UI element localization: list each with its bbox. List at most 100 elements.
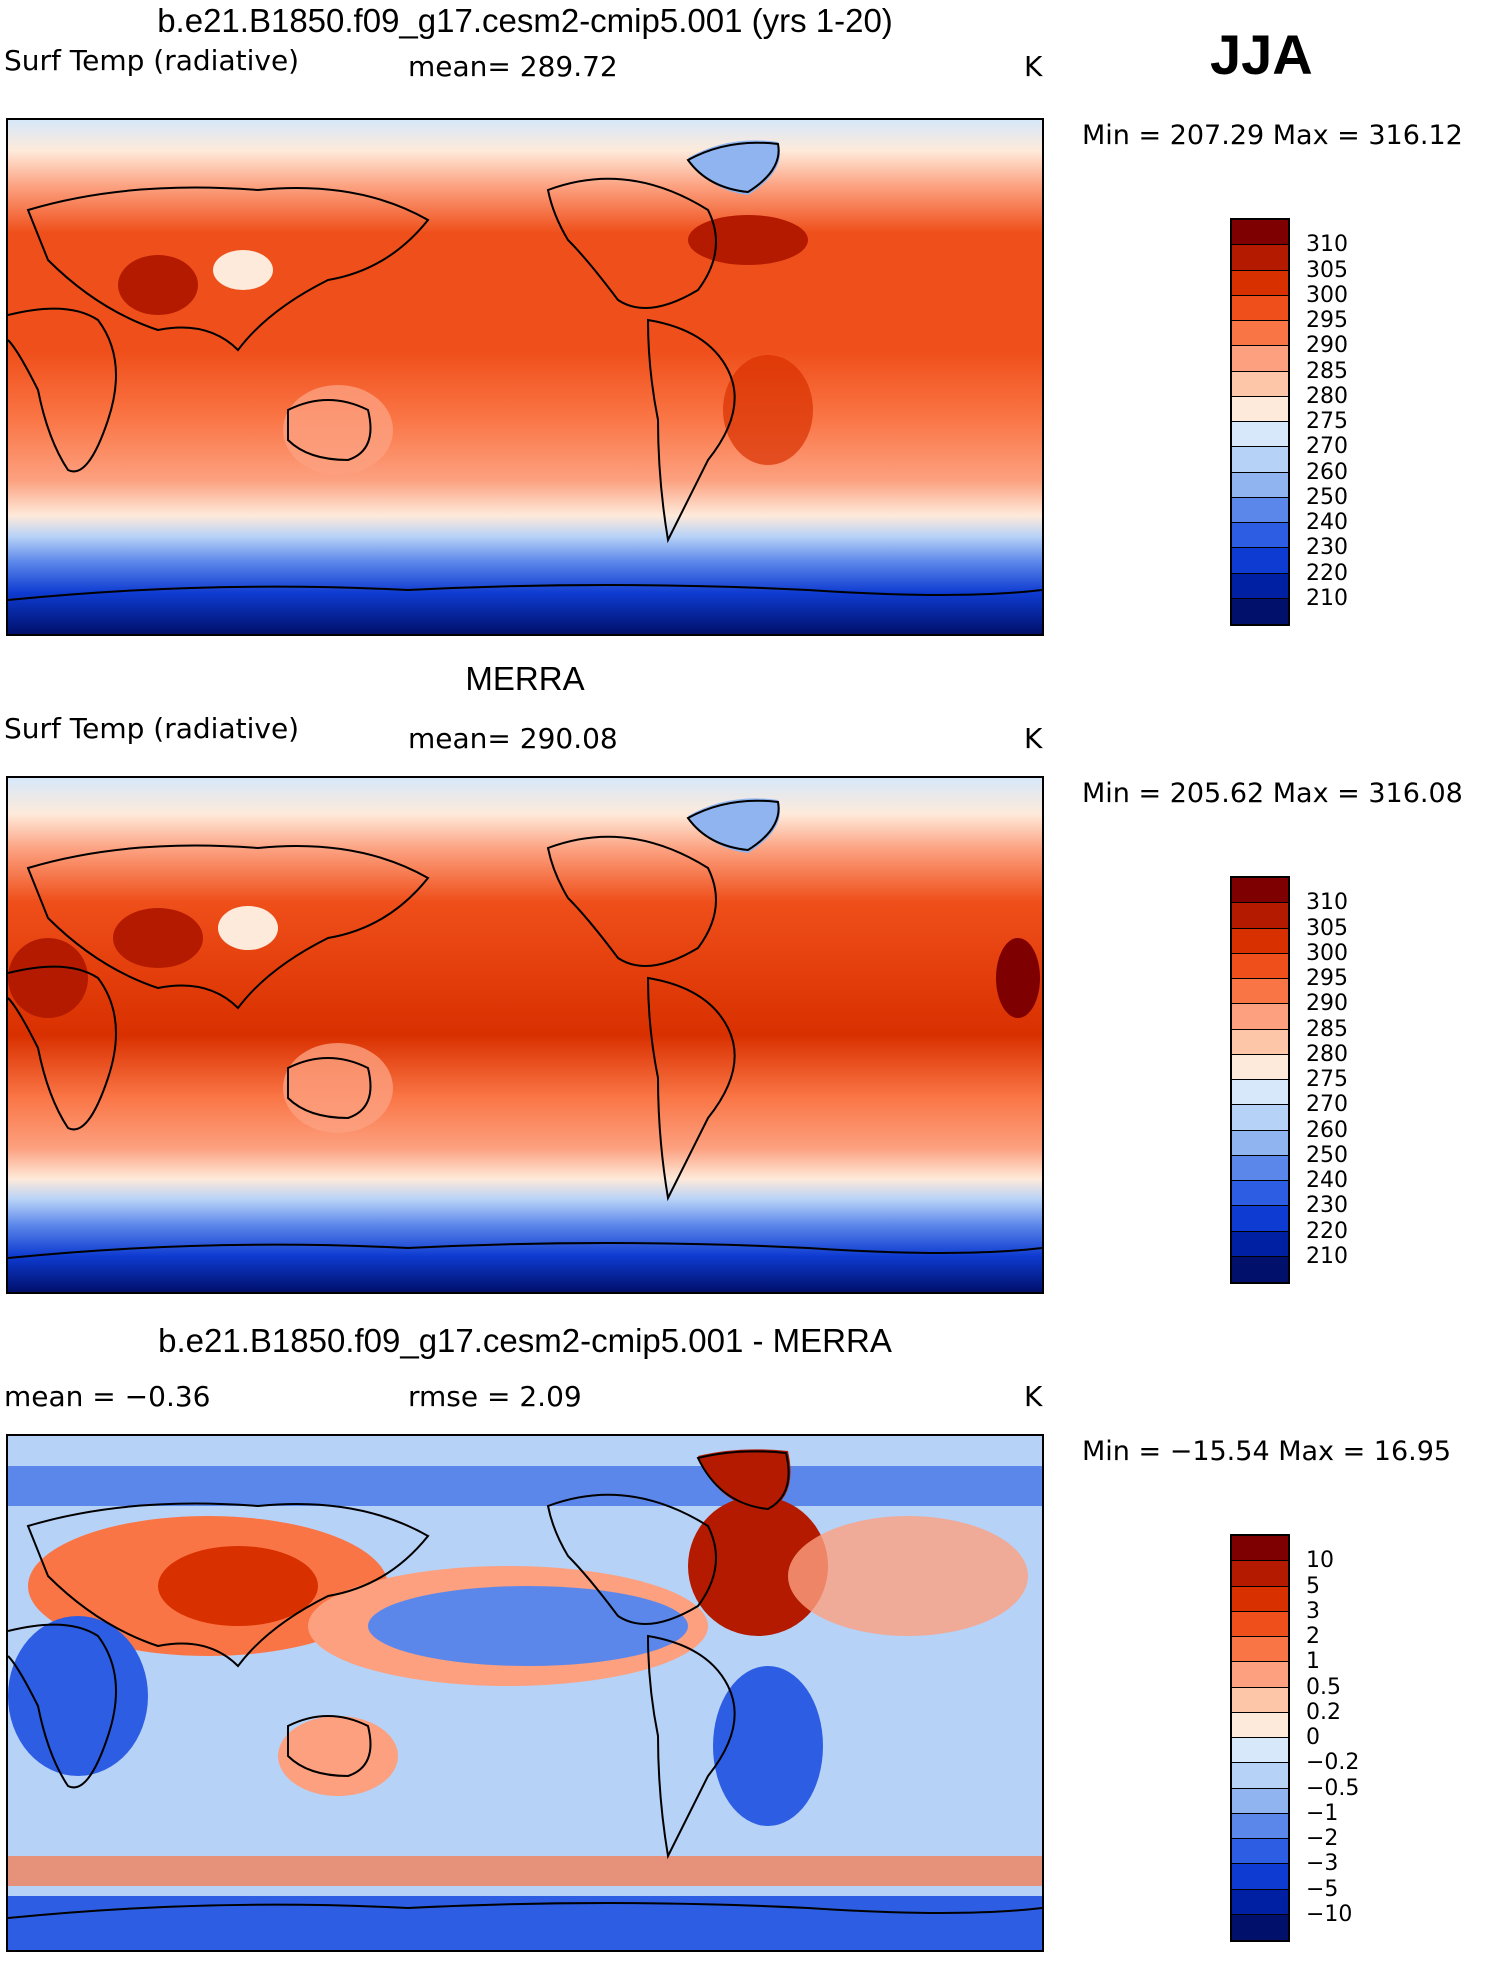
colorbar-segment <box>1232 1889 1288 1915</box>
colorbar-segment <box>1232 371 1288 397</box>
colorbar-tick-label: 210 <box>1306 585 1348 611</box>
colorbar-segment <box>1232 321 1288 347</box>
colorbar-tick-label: 2 <box>1306 1624 1320 1649</box>
colorbar-tick-label: 290 <box>1306 333 1348 359</box>
colorbar-segment <box>1232 497 1288 523</box>
colorbar-tick-label: 285 <box>1306 1016 1348 1042</box>
season-label: JJA <box>1210 23 1313 86</box>
colorbar-tick-label: 0.5 <box>1306 1674 1341 1700</box>
colorbar-tick-label: 270 <box>1306 434 1348 460</box>
colorbar-segment <box>1232 422 1288 448</box>
colorbar-tick-label: 230 <box>1306 535 1348 561</box>
colorbar-segment <box>1232 447 1288 473</box>
colorbar-tick-label: 230 <box>1306 1193 1348 1219</box>
colorbar-tick-label: 240 <box>1306 1168 1348 1193</box>
colorbar-segment <box>1232 1029 1288 1055</box>
panel-2-unit: K <box>1024 722 1043 755</box>
colorbar-tick-label: 310 <box>1306 232 1348 258</box>
colorbar-segment <box>1232 295 1288 321</box>
colorbar-segment <box>1232 1231 1288 1257</box>
colorbar-segment <box>1232 396 1288 422</box>
panel-1-variable-label: Surf Temp (radiative) <box>4 44 300 77</box>
colorbar-tick-label: 250 <box>1306 484 1348 510</box>
colorbar-tick-label: −2 <box>1306 1826 1339 1851</box>
colorbar-segment <box>1232 1813 1288 1839</box>
colorbar-segment <box>1232 903 1288 929</box>
panel-3-anomaly-field <box>8 1449 1042 1950</box>
colorbar-segment <box>1232 220 1288 246</box>
panel-1-map <box>6 118 1044 636</box>
colorbar-tick-label: 295 <box>1306 966 1348 991</box>
colorbar-tick-label: 250 <box>1306 1142 1348 1168</box>
panel-3-mean: mean = −0.36 <box>4 1380 211 1413</box>
panel-1-minmax: Min = 207.29 Max = 316.12 <box>1082 120 1463 151</box>
colorbar-tick-label: 1 <box>1306 1649 1320 1675</box>
colorbar-segment <box>1232 1611 1288 1637</box>
colorbar-segment <box>1232 1206 1288 1232</box>
colorbar-tick-label: 260 <box>1306 459 1348 485</box>
colorbar-segment <box>1232 979 1288 1005</box>
colorbar-tick-label: 280 <box>1306 1041 1348 1067</box>
colorbar-segment <box>1232 1687 1288 1713</box>
colorbar-segment <box>1232 1637 1288 1663</box>
colorbar-segment <box>1232 270 1288 296</box>
colorbar-segment <box>1232 1712 1288 1738</box>
colorbar-segment <box>1232 1004 1288 1030</box>
colorbar-segment <box>1232 1788 1288 1814</box>
panel-1-unit: K <box>1024 50 1043 83</box>
colorbar-segment <box>1232 523 1288 549</box>
colorbar-tick-label: 275 <box>1306 1067 1348 1092</box>
panel-1-land-hotspots <box>118 140 813 475</box>
colorbar-tick-label: 10 <box>1306 1548 1334 1574</box>
colorbar-segment <box>1232 472 1288 498</box>
colorbar-tick-label: 270 <box>1306 1092 1348 1118</box>
panel-2-land-hotspots <box>8 798 1040 1133</box>
colorbar-segment <box>1232 1130 1288 1156</box>
panel-2-title: MERRA <box>465 660 585 697</box>
colorbar-segment <box>1232 573 1288 599</box>
panel-3-colorbar <box>1230 1534 1290 1942</box>
colorbar-segment <box>1232 1763 1288 1789</box>
panel-2-minmax: Min = 205.62 Max = 316.08 <box>1082 778 1463 809</box>
panel-3-rmse: rmse = 2.09 <box>408 1380 582 1413</box>
colorbar-segment <box>1232 1155 1288 1181</box>
colorbar-segment <box>1232 928 1288 954</box>
colorbar-tick-label: −3 <box>1306 1851 1339 1877</box>
colorbar-segment <box>1232 953 1288 979</box>
colorbar-tick-label: 220 <box>1306 1218 1348 1244</box>
panel-1-mean: mean= 289.72 <box>408 50 618 83</box>
colorbar-tick-label: 280 <box>1306 383 1348 409</box>
colorbar-tick-label: 275 <box>1306 409 1348 434</box>
panel-2-variable-label: Surf Temp (radiative) <box>4 712 300 745</box>
colorbar-segment <box>1232 1561 1288 1587</box>
colorbar-segment <box>1232 878 1288 904</box>
colorbar-tick-label: 5 <box>1306 1573 1320 1599</box>
colorbar-segment <box>1232 1181 1288 1207</box>
panel-2-colorbar <box>1230 876 1290 1284</box>
colorbar-tick-label: 305 <box>1306 257 1348 283</box>
colorbar-tick-label: −0.5 <box>1306 1775 1360 1801</box>
colorbar-tick-label: 3 <box>1306 1598 1320 1624</box>
colorbar-tick-label: 290 <box>1306 991 1348 1017</box>
colorbar-tick-label: 210 <box>1306 1243 1348 1269</box>
colorbar-segment <box>1232 346 1288 372</box>
colorbar-segment <box>1232 1839 1288 1865</box>
panel-1-colorbar <box>1230 218 1290 626</box>
colorbar-tick-label: −5 <box>1306 1876 1339 1902</box>
colorbar-tick-label: 0.2 <box>1306 1699 1341 1725</box>
colorbar-tick-label: 300 <box>1306 282 1348 308</box>
panel-1-title: b.e21.B1850.f09_g17.cesm2-cmip5.001 (yrs… <box>157 2 893 39</box>
colorbar-segment <box>1232 1105 1288 1131</box>
colorbar-tick-label: 0 <box>1306 1725 1320 1750</box>
panel-1-coastlines <box>8 141 1042 601</box>
colorbar-segment <box>1232 245 1288 271</box>
colorbar-segment <box>1232 598 1288 624</box>
colorbar-segment <box>1232 1662 1288 1688</box>
panel-3-coastlines <box>8 1450 1042 1919</box>
colorbar-tick-label: 285 <box>1306 358 1348 384</box>
colorbar-segment <box>1232 1054 1288 1080</box>
panel-2-mean: mean= 290.08 <box>408 722 618 755</box>
colorbar-segment <box>1232 1586 1288 1612</box>
colorbar-segment <box>1232 548 1288 574</box>
colorbar-tick-label: 300 <box>1306 940 1348 966</box>
